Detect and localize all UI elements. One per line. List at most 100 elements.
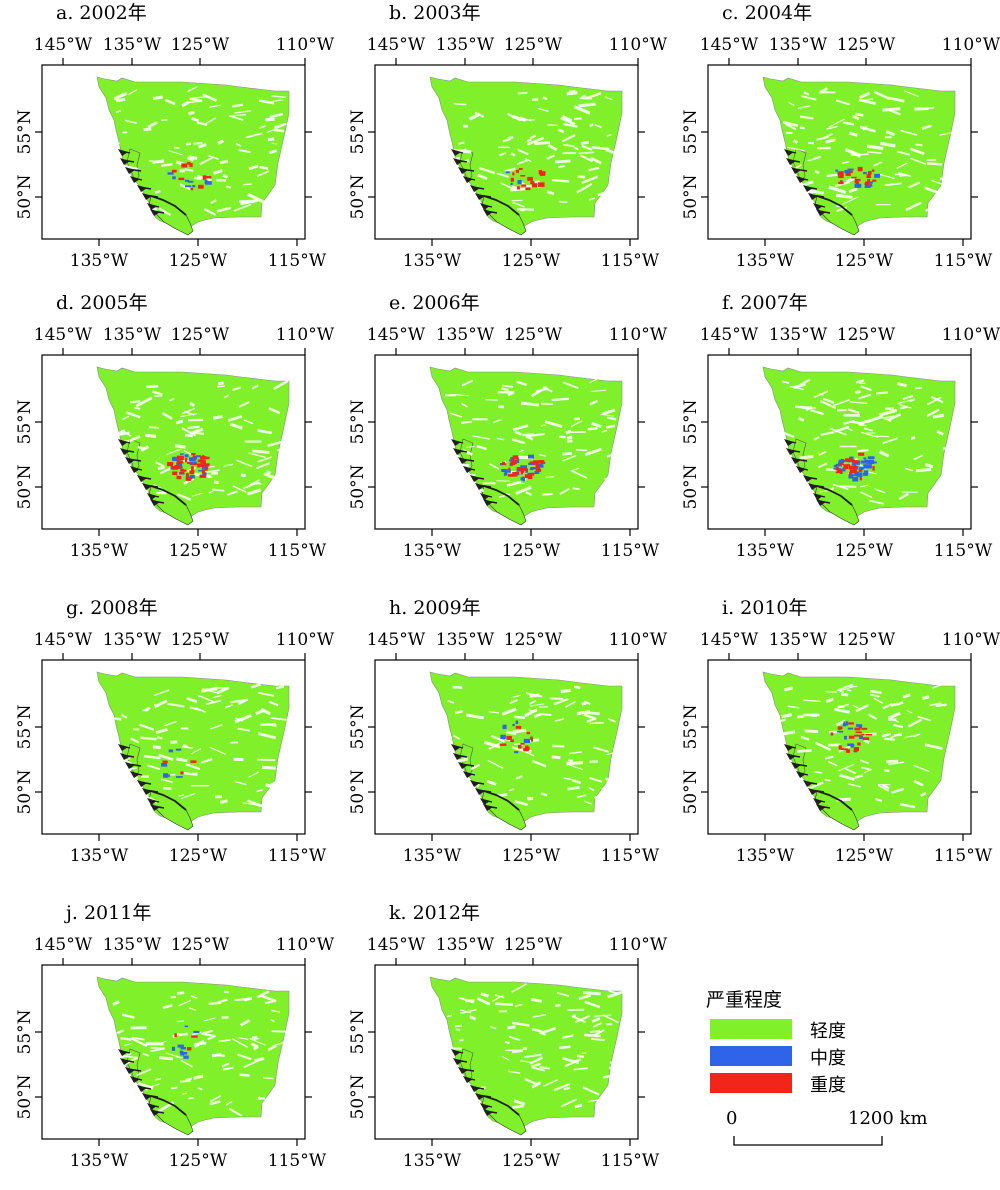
map-panel: f. 2007年 145°W 135°W 125°W 110°W 135°W 125°W 11…: [666, 290, 1000, 580]
map-figure: 145°W 135°W 125°W 110°W 135°W 125°W 115°W 55°N 5…: [348, 325, 668, 561]
top-tick-label: 125°W: [171, 325, 230, 345]
scale-start-label: 0: [726, 1108, 738, 1129]
panel-title: f. 2007年: [722, 292, 808, 314]
top-tick-label: 110°W: [609, 935, 668, 955]
top-tick-label: 110°W: [609, 35, 668, 55]
map-figure: 145°W 135°W 125°W 110°W 135°W 125°W 115°W 55°N 5…: [348, 35, 668, 271]
top-tick-label: 145°W: [367, 935, 426, 955]
severe-severity-patches: [499, 725, 533, 752]
legend-swatch-moderate: [710, 1046, 792, 1066]
lat-tick-label: 50°N: [681, 769, 701, 814]
panel-title: e. 2006年: [389, 292, 480, 314]
non-forest-speckle: [447, 90, 623, 213]
panel-title: g. 2008年: [66, 597, 158, 619]
top-tick-label: 135°W: [769, 630, 828, 650]
bottom-tick-label: 125°W: [502, 1151, 561, 1171]
bottom-tick-label: 125°W: [835, 541, 894, 561]
top-tick-label: 145°W: [367, 325, 426, 345]
bottom-tick-label: 115°W: [601, 251, 660, 271]
coastline: [784, 149, 853, 216]
top-tick-label: 145°W: [34, 935, 93, 955]
lat-tick-label: 55°N: [348, 399, 368, 444]
scale-end-label: 1200 km: [848, 1108, 928, 1129]
top-tick-label: 135°W: [769, 35, 828, 55]
map-figure: 145°W 135°W 125°W 110°W 135°W 125°W 115°W 55°N 5…: [681, 35, 1000, 271]
top-tick-label: 145°W: [34, 630, 93, 650]
top-tick-label: 110°W: [276, 935, 335, 955]
map-panel: a. 2002年 145°W 135°W 125°W 110°W 135°W 125°W 11…: [0, 0, 335, 290]
map-figure: 145°W 135°W 125°W 110°W 135°W 125°W 115°W 55°N 5…: [15, 325, 335, 561]
non-forest-speckle: [112, 86, 287, 217]
coastline: [451, 149, 520, 216]
coastline: [118, 1049, 187, 1116]
non-forest-speckle: [114, 379, 289, 501]
bottom-tick-label: 135°W: [70, 1151, 129, 1171]
lat-tick-label: 50°N: [15, 769, 35, 814]
top-tick-label: 135°W: [103, 935, 162, 955]
lat-tick-label: 55°N: [681, 399, 701, 444]
bottom-tick-label: 125°W: [169, 541, 228, 561]
map-figure: 145°W 135°W 125°W 110°W 135°W 125°W 115°W 55°N 5…: [681, 630, 1000, 866]
severe-severity-patches: [830, 722, 873, 753]
panel-title: k. 2012年: [389, 902, 480, 924]
lat-tick-label: 50°N: [15, 174, 35, 219]
panel-title: c. 2004年: [722, 2, 813, 24]
top-tick-label: 145°W: [700, 325, 759, 345]
bottom-tick-label: 125°W: [502, 541, 561, 561]
legend-swatch-light: [710, 1019, 792, 1039]
lat-tick-label: 50°N: [348, 174, 368, 219]
top-tick-label: 135°W: [103, 325, 162, 345]
coastline: [784, 744, 853, 811]
bottom-tick-label: 125°W: [502, 251, 561, 271]
legend-swatch-severe: [710, 1073, 792, 1093]
top-tick-label: 110°W: [276, 325, 335, 345]
bottom-tick-label: 125°W: [835, 251, 894, 271]
top-tick-label: 135°W: [436, 325, 495, 345]
panel-title: h. 2009年: [389, 597, 481, 619]
non-forest-speckle: [778, 683, 947, 809]
top-tick-label: 110°W: [276, 35, 335, 55]
coastline: [451, 439, 520, 506]
map-panel: g. 2008年 145°W 135°W 125°W 110°W 135°W 125°W 11…: [0, 595, 335, 885]
panel-title: d. 2005年: [56, 292, 148, 314]
lat-tick-label: 55°N: [15, 704, 35, 749]
top-tick-label: 135°W: [436, 35, 495, 55]
coastline: [118, 744, 187, 811]
coastline: [451, 744, 520, 811]
legend-label-severe: 重度: [810, 1075, 846, 1096]
non-forest-speckle: [445, 377, 618, 502]
severity-legend: 严重程度 轻度 中度 重度: [700, 985, 960, 1155]
map-figure: 145°W 135°W 125°W 110°W 135°W 125°W 115°W 55°N 5…: [681, 325, 1000, 561]
lat-tick-label: 55°N: [681, 704, 701, 749]
bottom-tick-label: 115°W: [934, 251, 993, 271]
top-tick-label: 110°W: [942, 325, 1000, 345]
bottom-tick-label: 115°W: [268, 541, 327, 561]
map-panel: e. 2006年 145°W 135°W 125°W 110°W 135°W 125°W 11…: [333, 290, 668, 580]
top-tick-label: 125°W: [504, 630, 563, 650]
top-tick-label: 125°W: [171, 935, 230, 955]
severe-severity-patches: [162, 760, 197, 775]
severe-severity-patches: [835, 452, 875, 481]
non-forest-speckle: [445, 983, 627, 1110]
top-tick-label: 125°W: [171, 35, 230, 55]
top-tick-label: 125°W: [837, 325, 896, 345]
map-panel: d. 2005年 145°W 135°W 125°W 110°W 135°W 125°W 11…: [0, 290, 335, 580]
top-tick-label: 110°W: [609, 325, 668, 345]
top-tick-label: 110°W: [942, 630, 1000, 650]
bottom-tick-label: 115°W: [934, 541, 993, 561]
legend-label-light: 轻度: [810, 1021, 846, 1042]
map-figure: 145°W 135°W 125°W 110°W 135°W 125°W 115°W 55°N 5…: [348, 935, 668, 1171]
severe-severity-patches: [171, 162, 212, 191]
map-panel: i. 2010年 145°W 135°W 125°W 110°W 135°W 125°W 11…: [666, 595, 1000, 885]
top-tick-label: 125°W: [504, 935, 563, 955]
lat-tick-label: 50°N: [348, 1074, 368, 1119]
severe-severity-patches: [510, 168, 546, 191]
top-tick-label: 110°W: [276, 630, 335, 650]
non-forest-speckle: [781, 378, 953, 505]
bottom-tick-label: 135°W: [736, 251, 795, 271]
bottom-tick-label: 125°W: [835, 846, 894, 866]
bottom-tick-label: 115°W: [934, 846, 993, 866]
bottom-tick-label: 115°W: [601, 541, 660, 561]
bottom-tick-label: 115°W: [601, 846, 660, 866]
legend-label-moderate: 中度: [810, 1048, 846, 1069]
